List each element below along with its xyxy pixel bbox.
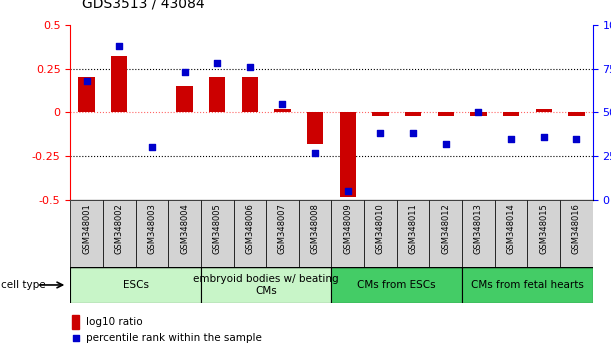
Point (147, 144, 157, 150)
Bar (372, 113, 389, 116)
Bar (299, 200, 331, 267)
Point (343, 188, 353, 194)
Bar (242, 78, 258, 113)
Point (539, 134, 549, 140)
Bar (168, 200, 201, 267)
Bar (535, 109, 552, 113)
Point (310, 150, 320, 155)
Bar (266, 200, 299, 267)
Text: GSM348011: GSM348011 (409, 203, 417, 254)
Text: GSM348006: GSM348006 (246, 203, 254, 254)
Text: CMs from fetal hearts: CMs from fetal hearts (471, 280, 584, 290)
Text: GSM348015: GSM348015 (539, 203, 548, 254)
Bar (503, 113, 519, 116)
Bar (78, 78, 95, 113)
Text: GSM348007: GSM348007 (278, 203, 287, 254)
Point (571, 136, 581, 142)
Text: log10 ratio: log10 ratio (86, 317, 142, 327)
Bar (331, 200, 364, 267)
Point (277, 101, 287, 107)
Bar (397, 200, 430, 267)
Bar (201, 200, 233, 267)
Bar (274, 109, 291, 113)
Text: GSM348003: GSM348003 (147, 203, 156, 254)
Bar (462, 267, 593, 303)
Point (82, 78, 92, 84)
Bar (462, 200, 495, 267)
Text: GSM348014: GSM348014 (507, 203, 516, 254)
Bar (340, 113, 356, 196)
Text: GSM348013: GSM348013 (474, 203, 483, 254)
Text: GDS3513 / 43084: GDS3513 / 43084 (82, 0, 205, 11)
Bar (73, 315, 79, 329)
Point (245, 64, 255, 70)
Text: cell type: cell type (1, 280, 46, 290)
Bar (568, 113, 585, 116)
Text: GSM348010: GSM348010 (376, 203, 385, 254)
Point (408, 131, 418, 136)
Bar (527, 200, 560, 267)
Bar (103, 200, 136, 267)
Text: GSM348008: GSM348008 (310, 203, 320, 254)
Bar (177, 86, 192, 113)
Bar (70, 267, 201, 303)
Text: GSM348002: GSM348002 (115, 203, 124, 254)
Bar (430, 200, 462, 267)
Point (506, 136, 516, 142)
Bar (364, 200, 397, 267)
Point (212, 61, 222, 66)
Text: GSM348004: GSM348004 (180, 203, 189, 254)
Text: CMs from ESCs: CMs from ESCs (357, 280, 436, 290)
Bar (70, 200, 103, 267)
Text: GSM348012: GSM348012 (441, 203, 450, 254)
Bar (136, 200, 168, 267)
Bar (331, 267, 462, 303)
Bar (209, 78, 225, 113)
Point (114, 43, 124, 48)
Text: ESCs: ESCs (123, 280, 148, 290)
Point (180, 69, 189, 75)
Bar (437, 113, 454, 116)
Bar (405, 113, 421, 116)
Text: GSM348005: GSM348005 (213, 203, 222, 254)
Text: percentile rank within the sample: percentile rank within the sample (86, 333, 262, 343)
Point (71, 335, 81, 341)
Bar (560, 200, 593, 267)
Point (441, 141, 451, 147)
Text: embryoid bodies w/ beating
CMs: embryoid bodies w/ beating CMs (193, 274, 339, 296)
Point (474, 110, 483, 115)
Text: GSM348001: GSM348001 (82, 203, 91, 254)
Bar (307, 113, 323, 144)
Bar (201, 267, 331, 303)
Text: GSM348009: GSM348009 (343, 203, 353, 254)
Bar (470, 113, 486, 116)
Point (376, 131, 386, 136)
Bar (233, 200, 266, 267)
Bar (495, 200, 527, 267)
Bar (111, 56, 128, 113)
Text: GSM348016: GSM348016 (572, 203, 581, 254)
